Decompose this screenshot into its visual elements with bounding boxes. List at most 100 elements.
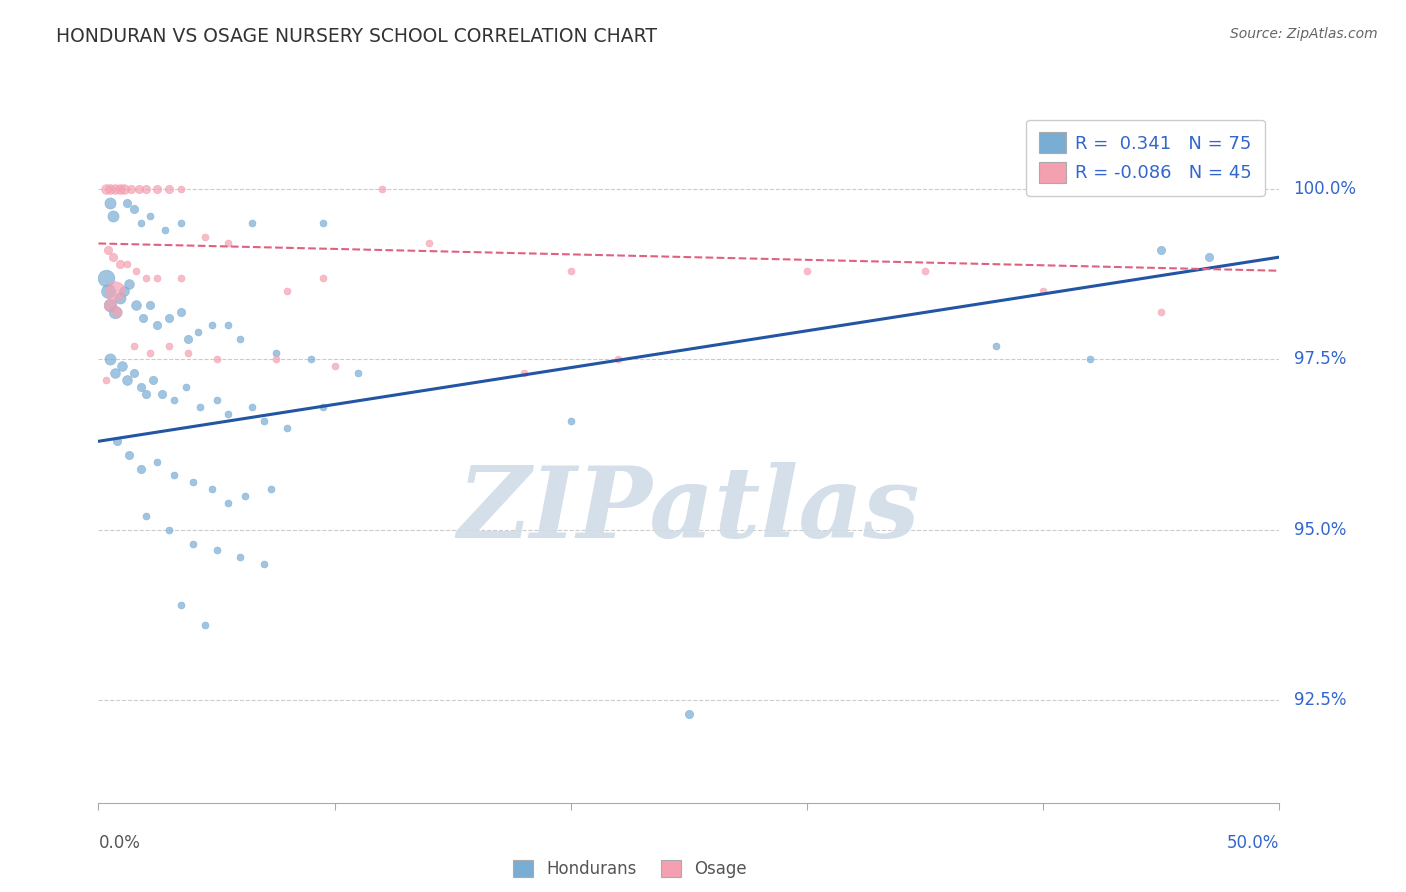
Point bbox=[229, 332, 252, 346]
Point bbox=[312, 216, 335, 230]
Point bbox=[418, 236, 440, 251]
Point bbox=[177, 345, 200, 359]
Point bbox=[678, 707, 700, 722]
Point bbox=[201, 318, 224, 333]
Point bbox=[115, 373, 138, 387]
Point bbox=[150, 386, 173, 401]
Point bbox=[157, 339, 180, 353]
Point bbox=[98, 352, 121, 367]
Point bbox=[146, 182, 169, 196]
Point bbox=[111, 359, 134, 374]
Point bbox=[233, 489, 256, 503]
Point bbox=[170, 182, 193, 196]
Point bbox=[323, 359, 346, 374]
Point bbox=[97, 284, 120, 298]
Point bbox=[139, 298, 162, 312]
Point bbox=[914, 264, 936, 278]
Point bbox=[163, 468, 186, 483]
Text: HONDURAN VS OSAGE NURSERY SCHOOL CORRELATION CHART: HONDURAN VS OSAGE NURSERY SCHOOL CORRELA… bbox=[56, 27, 657, 45]
Point bbox=[217, 318, 239, 333]
Point bbox=[108, 291, 131, 305]
Point bbox=[240, 400, 263, 414]
Point bbox=[104, 366, 127, 380]
Point bbox=[101, 209, 124, 223]
Point bbox=[312, 270, 335, 285]
Point bbox=[98, 298, 121, 312]
Text: Source: ZipAtlas.com: Source: ZipAtlas.com bbox=[1230, 27, 1378, 41]
Point bbox=[139, 209, 162, 223]
Text: 100.0%: 100.0% bbox=[1294, 180, 1357, 198]
Point bbox=[94, 182, 117, 196]
Point bbox=[115, 195, 138, 210]
Point bbox=[984, 339, 1007, 353]
Point bbox=[1150, 304, 1173, 318]
Point bbox=[560, 414, 582, 428]
Point bbox=[115, 257, 138, 271]
Point bbox=[253, 557, 276, 571]
Point bbox=[170, 270, 193, 285]
Point bbox=[135, 270, 157, 285]
Point bbox=[105, 434, 128, 449]
Point bbox=[170, 598, 193, 612]
Point bbox=[108, 182, 131, 196]
Point bbox=[181, 536, 204, 550]
Legend: Hondurans, Osage: Hondurans, Osage bbox=[506, 854, 754, 885]
Point bbox=[128, 182, 150, 196]
Point bbox=[194, 229, 217, 244]
Point bbox=[312, 400, 335, 414]
Point bbox=[188, 400, 211, 414]
Point bbox=[105, 304, 128, 318]
Point bbox=[560, 264, 582, 278]
Point bbox=[97, 244, 120, 258]
Point bbox=[104, 182, 127, 196]
Point bbox=[264, 345, 287, 359]
Point bbox=[135, 509, 157, 524]
Point bbox=[122, 366, 145, 380]
Point bbox=[135, 386, 157, 401]
Point bbox=[163, 393, 186, 408]
Point bbox=[253, 414, 276, 428]
Text: 97.5%: 97.5% bbox=[1294, 351, 1346, 368]
Point bbox=[94, 270, 117, 285]
Point bbox=[299, 352, 322, 367]
Point bbox=[122, 339, 145, 353]
Point bbox=[205, 352, 228, 367]
Point bbox=[174, 380, 197, 394]
Point bbox=[125, 298, 148, 312]
Point bbox=[104, 284, 127, 298]
Point bbox=[139, 345, 162, 359]
Point bbox=[264, 352, 287, 367]
Point bbox=[229, 550, 252, 565]
Point bbox=[118, 448, 141, 462]
Point bbox=[129, 461, 152, 475]
Point bbox=[94, 373, 117, 387]
Point bbox=[371, 182, 394, 196]
Point bbox=[276, 420, 298, 434]
Text: 95.0%: 95.0% bbox=[1294, 521, 1346, 539]
Point bbox=[276, 284, 298, 298]
Point bbox=[1032, 284, 1054, 298]
Point bbox=[205, 543, 228, 558]
Point bbox=[187, 325, 209, 339]
Point bbox=[135, 182, 157, 196]
Point bbox=[205, 393, 228, 408]
Point bbox=[122, 202, 145, 217]
Point bbox=[112, 182, 135, 196]
Point bbox=[101, 250, 124, 264]
Point bbox=[98, 182, 121, 196]
Point bbox=[108, 257, 131, 271]
Point bbox=[98, 298, 121, 312]
Point bbox=[104, 304, 127, 318]
Point bbox=[132, 311, 155, 326]
Point bbox=[118, 277, 141, 292]
Point bbox=[121, 182, 143, 196]
Text: 92.5%: 92.5% bbox=[1294, 691, 1346, 709]
Point bbox=[217, 407, 239, 421]
Point bbox=[347, 366, 370, 380]
Text: 50.0%: 50.0% bbox=[1227, 834, 1279, 852]
Point bbox=[146, 455, 169, 469]
Point bbox=[201, 482, 224, 496]
Point bbox=[157, 311, 180, 326]
Point bbox=[157, 182, 180, 196]
Point bbox=[153, 223, 176, 237]
